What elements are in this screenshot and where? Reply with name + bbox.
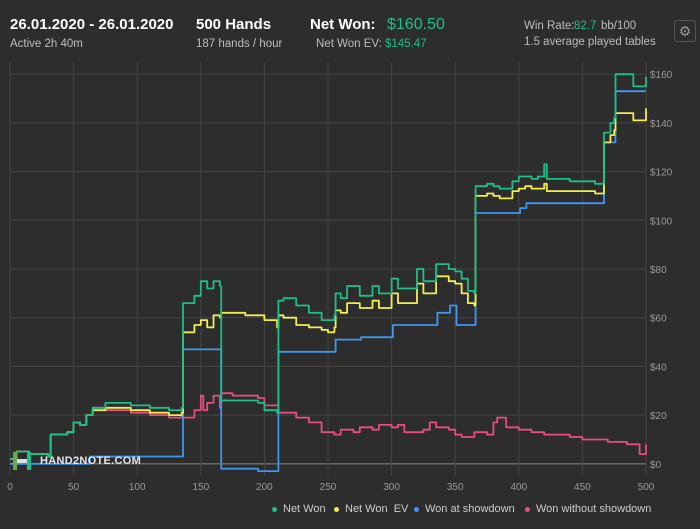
- legend-marker: [414, 506, 419, 512]
- series-line-net-won: [10, 73, 647, 460]
- net-won-value: $160.50: [387, 16, 445, 33]
- legend-label: Won at showdown: [425, 503, 515, 515]
- series-line-net-won-ev: [10, 108, 647, 460]
- legend-item-net-won[interactable]: Net Won: [272, 503, 326, 515]
- chart-area: 0 50 100 150 200 250 300 350 400 450 500 $0$20$40$…: [7, 62, 673, 493]
- y-tick-label: $160: [650, 70, 673, 81]
- x-tick-label: 150: [192, 482, 209, 493]
- hands-rate: 187 hands / hour: [196, 38, 283, 50]
- gear-icon[interactable]: ⚙: [674, 20, 696, 42]
- y-tick-label: $40: [650, 362, 667, 373]
- win-rate-unit: bb/100: [601, 20, 637, 32]
- net-won-ev-label: Net Won EV:: [316, 38, 382, 50]
- x-tick-label: 250: [320, 482, 337, 493]
- y-tick-label: $80: [650, 265, 667, 276]
- active-time: Active 2h 40m: [10, 38, 83, 50]
- y-tick-label: $0: [650, 460, 662, 471]
- y-axis-ticks: $0 $20 $40 $60 $80 $100 $120 $140 $160: [650, 70, 673, 471]
- legend-item-non-showdown[interactable]: Won without showdown: [525, 503, 651, 515]
- legend-item-net-won-ev[interactable]: Net Won EV: [334, 503, 408, 515]
- hands-count: 500 Hands: [196, 16, 272, 33]
- net-won-label: Net Won:: [310, 16, 376, 33]
- chart-grid: [9, 62, 647, 476]
- win-rate-value: 82.7: [574, 20, 597, 32]
- chart-series: [10, 73, 647, 472]
- stats-header: 26.01.2020 - 26.01.2020 Active 2h 40m 50…: [0, 0, 700, 56]
- win-rate-label: Win Rate:: [524, 20, 575, 32]
- x-tick-label: 450: [574, 482, 591, 493]
- x-tick-label: 0: [7, 482, 13, 493]
- legend-label: Net Won EV: [345, 503, 409, 515]
- hand2note-logo: HAND2NOTE.COM: [12, 450, 141, 472]
- x-tick-label: 200: [256, 482, 273, 493]
- legend-marker: [334, 506, 339, 512]
- x-axis-ticks: 0 50 100 150 200 250 300 350 400 450 500: [7, 482, 655, 493]
- date-range: 26.01.2020 - 26.01.2020: [10, 16, 174, 33]
- y-tick-label: $120: [650, 168, 673, 179]
- x-tick-label: 400: [510, 482, 527, 493]
- legend-label: Won without showdown: [536, 503, 652, 515]
- legend-item-showdown[interactable]: Won at showdown: [414, 503, 515, 515]
- net-won-ev-value: $145.47: [385, 38, 427, 50]
- x-tick-label: 350: [447, 482, 464, 493]
- legend-marker: [525, 506, 530, 512]
- x-tick-label: 300: [383, 482, 400, 493]
- y-tick-label: $60: [650, 314, 667, 325]
- y-tick-label: $100: [650, 216, 673, 227]
- tables-info: 1.5 average played tables: [524, 36, 656, 48]
- y-tick-label: $20: [650, 411, 667, 422]
- logo-text: HAND2NOTE.COM: [40, 455, 142, 467]
- x-tick-label: 50: [68, 482, 80, 493]
- x-tick-label: 500: [638, 482, 655, 493]
- legend-label: Net Won: [283, 503, 326, 515]
- series-line-won-without-showdown: [10, 392, 647, 460]
- chart-legend: Net Won Net Won EV Won at showdown Won w…: [0, 503, 700, 521]
- y-tick-label: $140: [650, 119, 673, 130]
- legend-marker: [272, 506, 277, 512]
- x-tick-label: 100: [129, 482, 146, 493]
- logo-mark-icon: [12, 450, 34, 472]
